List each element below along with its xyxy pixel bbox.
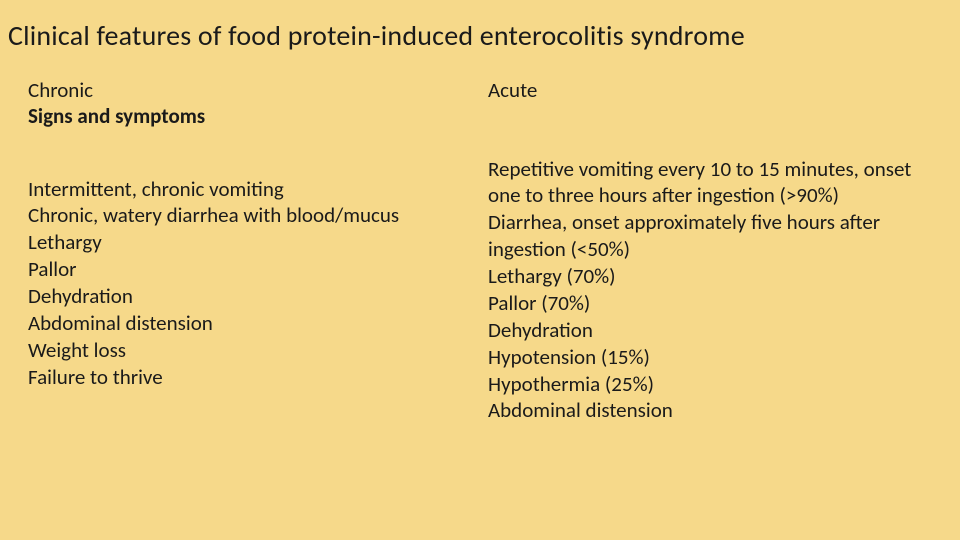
chronic-item: Failure to thrive xyxy=(28,364,480,391)
slide-title: Clinical features of food protein-induce… xyxy=(8,18,952,53)
spacer xyxy=(28,130,480,176)
column-chronic: Chronic Signs and symptoms Intermittent,… xyxy=(28,77,488,424)
spacer xyxy=(488,130,948,156)
chronic-item: Pallor xyxy=(28,256,480,283)
chronic-item: Lethargy xyxy=(28,229,480,256)
acute-item: Diarrhea, onset approximately five hours… xyxy=(488,209,948,263)
chronic-item: Dehydration xyxy=(28,283,480,310)
acute-item: Repetitive vomiting every 10 to 15 minut… xyxy=(488,156,948,210)
chronic-header: Chronic xyxy=(28,77,480,103)
acute-item: Dehydration xyxy=(488,317,948,344)
signs-symptoms-subheader: Signs and symptoms xyxy=(28,103,480,129)
chronic-item: Chronic, watery diarrhea with blood/mucu… xyxy=(28,202,480,229)
acute-item: Hypotension (15%) xyxy=(488,344,948,371)
chronic-item: Intermittent, chronic vomiting xyxy=(28,176,480,203)
column-acute: Acute Repetitive vomiting every 10 to 15… xyxy=(488,77,948,424)
chronic-item: Weight loss xyxy=(28,337,480,364)
chronic-item: Abdominal distension xyxy=(28,310,480,337)
acute-item: Hypothermia (25%) xyxy=(488,371,948,398)
columns-container: Chronic Signs and symptoms Intermittent,… xyxy=(8,77,952,424)
acute-item: Abdominal distension xyxy=(488,397,948,424)
acute-item: Pallor (70%) xyxy=(488,290,948,317)
slide: Clinical features of food protein-induce… xyxy=(0,0,960,540)
acute-header: Acute xyxy=(488,77,948,103)
spacer-line xyxy=(488,103,948,129)
acute-item: Lethargy (70%) xyxy=(488,263,948,290)
